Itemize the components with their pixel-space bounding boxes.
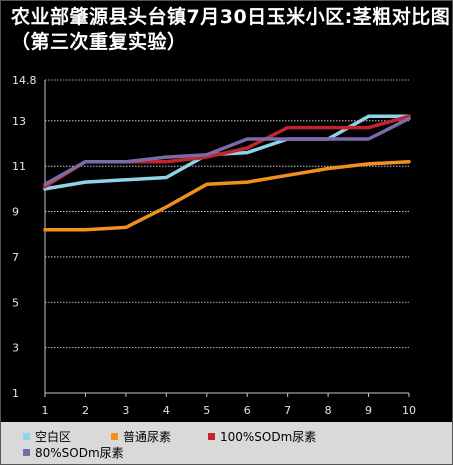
- legend-label: 空白区: [35, 430, 72, 444]
- y-tick-label: 3: [12, 342, 19, 355]
- plot-area: [45, 80, 409, 393]
- legend-swatch: [111, 433, 118, 440]
- legend-item: 80%SODm尿素: [23, 444, 124, 461]
- y-tick-label: 5: [12, 296, 19, 309]
- x-tick-label: 2: [82, 404, 89, 417]
- x-tick-label: 4: [163, 404, 170, 417]
- series-line-2: [43, 159, 411, 232]
- legend-item: 空白区: [23, 428, 71, 445]
- legend-swatch: [23, 449, 30, 456]
- legend-label: 100%SODm尿素: [220, 430, 317, 444]
- x-tick-label: 5: [203, 404, 210, 417]
- chart-title: 农业部肇源县头台镇7月30日玉米小区:茎粗对比图（第三次重复实验）: [11, 6, 451, 53]
- y-tick-label: 9: [12, 206, 19, 219]
- x-tick-label: 8: [325, 404, 332, 417]
- legend-item: 100%SODm尿素: [208, 428, 316, 445]
- x-tick-label: 7: [284, 404, 291, 417]
- x-tick-label: 3: [122, 404, 129, 417]
- legend-item: 普通尿素: [111, 428, 171, 445]
- x-tick-label: 10: [402, 404, 416, 417]
- legend-swatch: [23, 433, 30, 440]
- series-line-4: [43, 116, 411, 187]
- x-tick-label: 1: [42, 404, 49, 417]
- y-tick-label: 13: [12, 115, 26, 128]
- legend: 空白区 普通尿素 100%SODm尿素 80%SODm尿素: [1, 422, 452, 464]
- legend-swatch: [208, 433, 215, 440]
- y-tick-label: 14.8: [12, 74, 37, 87]
- legend-label: 80%SODm尿素: [35, 446, 124, 460]
- y-tick-label: 11: [12, 160, 26, 173]
- y-tick-label: 1: [12, 387, 19, 400]
- legend-label: 普通尿素: [123, 430, 172, 444]
- x-tick-label: 9: [365, 404, 372, 417]
- y-tick-label: 7: [12, 251, 19, 264]
- x-tick-label: 6: [244, 404, 251, 417]
